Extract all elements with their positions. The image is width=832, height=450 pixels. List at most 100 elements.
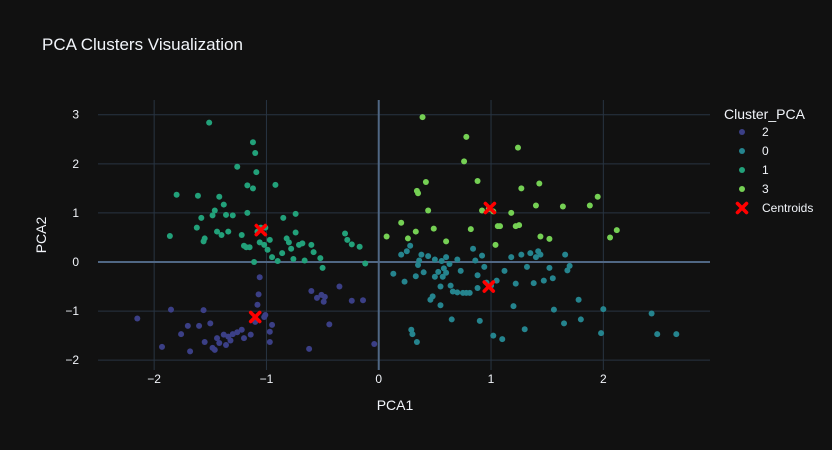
y-axis-ticks: −2 −1 0 1 2 3 [65, 108, 79, 367]
point-cluster-2 [196, 322, 203, 329]
point-cluster-0 [600, 306, 607, 313]
point-cluster-1 [348, 241, 355, 248]
legend[interactable]: Cluster_PCA 2 0 1 3 Centroids [724, 106, 813, 215]
point-cluster-0 [390, 270, 397, 277]
x-axis-ticks: −2 −1 0 1 2 [147, 372, 607, 386]
point-cluster-3 [467, 226, 474, 233]
point-cluster-3 [532, 202, 539, 209]
centroid-marker [482, 280, 496, 293]
legend-label: 1 [762, 163, 769, 177]
point-cluster-2 [200, 307, 207, 314]
point-cluster-0 [561, 320, 568, 327]
point-cluster-0 [420, 269, 427, 276]
point-cluster-0 [549, 275, 556, 282]
point-cluster-0 [598, 330, 605, 337]
point-cluster-0 [537, 251, 544, 258]
point-cluster-0 [448, 316, 455, 323]
point-cluster-0 [431, 256, 438, 263]
point-cluster-1 [256, 239, 263, 246]
point-cluster-3 [607, 234, 614, 241]
point-cluster-2 [308, 287, 315, 294]
point-cluster-2 [214, 335, 221, 342]
point-cluster-1 [261, 241, 268, 248]
point-cluster-3 [383, 233, 390, 240]
point-cluster-2 [227, 337, 234, 344]
point-cluster-0 [648, 310, 655, 317]
point-cluster-1 [285, 239, 292, 246]
point-cluster-1 [274, 258, 281, 265]
point-cluster-1 [317, 255, 324, 262]
point-cluster-0 [546, 264, 553, 271]
point-cluster-0 [510, 303, 517, 310]
point-cluster-3 [463, 133, 470, 140]
point-cluster-0 [550, 306, 557, 313]
point-cluster-3 [508, 209, 515, 216]
data-points [134, 114, 680, 355]
point-cluster-2 [201, 339, 208, 346]
point-cluster-2 [247, 331, 254, 338]
point-cluster-1 [269, 254, 276, 261]
point-cluster-0 [447, 282, 454, 289]
point-cluster-0 [521, 326, 528, 333]
point-cluster-0 [564, 267, 571, 274]
legend-item-centroids[interactable]: Centroids [735, 201, 814, 215]
point-cluster-0 [474, 272, 481, 279]
point-cluster-3 [536, 180, 543, 187]
point-cluster-1 [244, 182, 251, 189]
point-cluster-3 [404, 235, 411, 242]
point-cluster-2 [216, 340, 223, 346]
point-cluster-1 [194, 192, 201, 199]
point-cluster-2 [187, 348, 194, 355]
point-cluster-2 [223, 341, 230, 348]
point-cluster-2 [266, 339, 273, 346]
point-cluster-3 [415, 190, 422, 197]
y-tick-label: 3 [72, 108, 79, 122]
point-cluster-0 [437, 283, 444, 290]
point-cluster-0 [431, 273, 438, 280]
legend-marker [739, 129, 745, 135]
point-cluster-1 [299, 240, 306, 247]
point-cluster-0 [540, 277, 547, 284]
point-cluster-2 [254, 301, 261, 308]
point-cluster-0 [435, 268, 442, 275]
point-cluster-0 [429, 293, 436, 300]
y-tick-label: 0 [72, 255, 79, 269]
point-cluster-3 [479, 207, 486, 214]
point-cluster-1 [264, 246, 271, 253]
point-cluster-0 [562, 251, 569, 258]
point-cluster-0 [499, 336, 506, 343]
legend-item-1[interactable]: 1 [739, 163, 769, 177]
grid-lines [98, 100, 710, 370]
point-cluster-0 [479, 252, 486, 259]
point-cluster-1 [362, 260, 369, 267]
point-cluster-2 [184, 322, 191, 329]
point-cluster-2 [326, 321, 333, 328]
point-cluster-3 [474, 178, 481, 184]
point-cluster-0 [413, 339, 420, 346]
point-cluster-3 [492, 241, 499, 248]
point-cluster-1 [173, 191, 180, 198]
point-cluster-0 [401, 278, 408, 285]
point-cluster-0 [508, 254, 515, 261]
point-cluster-3 [430, 225, 437, 232]
chart-title: PCA Clusters Visualization [42, 35, 243, 54]
point-cluster-0 [654, 331, 661, 338]
point-cluster-3 [422, 178, 429, 185]
point-cluster-1 [211, 207, 218, 214]
point-cluster-2 [262, 312, 269, 319]
x-tick-label: −1 [260, 372, 274, 386]
point-cluster-1 [344, 236, 351, 243]
legend-item-3[interactable]: 3 [739, 182, 769, 196]
point-cluster-1 [223, 211, 230, 218]
x-tick-label: 1 [488, 372, 495, 386]
point-cluster-1 [220, 201, 227, 208]
point-cluster-1 [209, 212, 216, 219]
point-cluster-1 [206, 119, 213, 126]
legend-item-0[interactable]: 0 [739, 144, 769, 158]
point-cluster-0 [437, 302, 444, 309]
point-cluster-0 [409, 331, 416, 338]
legend-item-2[interactable]: 2 [739, 125, 769, 139]
point-cluster-0 [412, 273, 419, 280]
point-cluster-1 [356, 243, 363, 250]
legend-label: 3 [762, 182, 769, 196]
